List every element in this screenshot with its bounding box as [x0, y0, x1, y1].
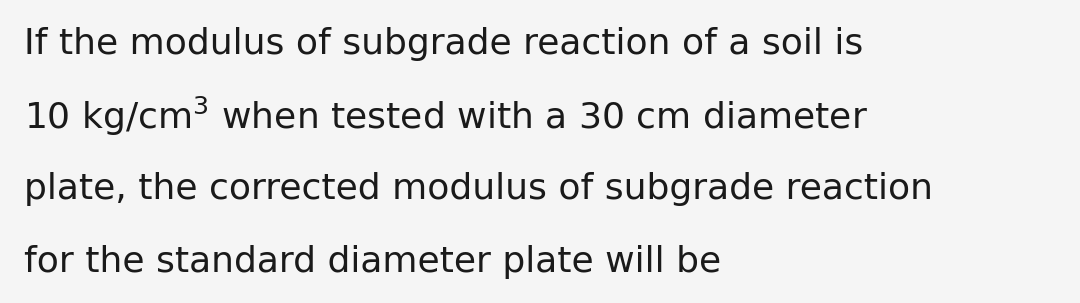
Text: plate, the corrected modulus of subgrade reaction: plate, the corrected modulus of subgrade… [24, 172, 933, 206]
Text: If the modulus of subgrade reaction of a soil is: If the modulus of subgrade reaction of a… [24, 27, 863, 61]
Text: 10 kg/cm$^3$ when tested with a 30 cm diameter: 10 kg/cm$^3$ when tested with a 30 cm di… [24, 95, 867, 138]
Text: for the standard diameter plate will be: for the standard diameter plate will be [24, 245, 720, 279]
